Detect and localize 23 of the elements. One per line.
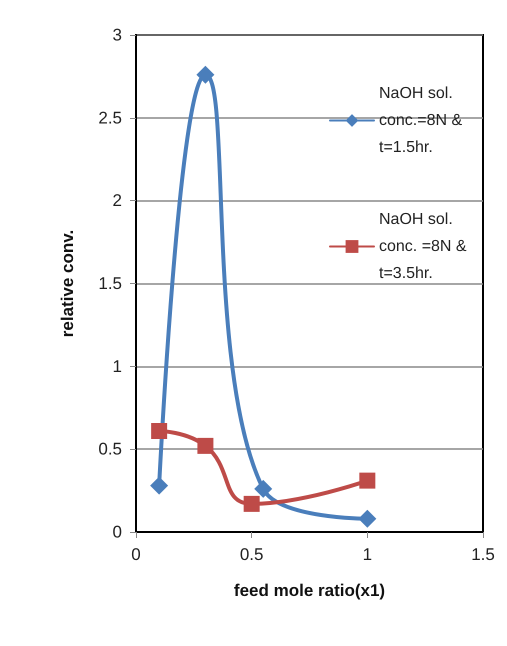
- x-tick-label: 0: [131, 545, 141, 564]
- y-tick-label: 1: [112, 356, 122, 376]
- y-tick-label: 1.5: [98, 274, 122, 293]
- point: [254, 480, 272, 498]
- point: [150, 476, 168, 495]
- point: [197, 438, 214, 454]
- x-axis-title: feed mole ratio(x1): [234, 581, 386, 600]
- y-tick-label: 0.5: [98, 440, 122, 459]
- y-tick-label: 2: [112, 191, 122, 210]
- point: [244, 496, 260, 512]
- y-tick-label: 3: [112, 26, 122, 44]
- y-axis-title: relative conv.: [58, 230, 77, 338]
- x-tick-label: 1.5: [471, 545, 495, 564]
- y-tick-label: 0: [112, 522, 122, 542]
- point: [359, 472, 376, 489]
- legend-label: NaOH sol. conc.=8N & t=1.5hr.: [379, 85, 467, 156]
- x-tick-label: 0.5: [240, 545, 264, 564]
- x-tick-label: 1: [362, 545, 372, 564]
- legend-label: NaOH sol. conc. =8N & t=3.5hr.: [379, 211, 472, 282]
- point: [196, 66, 214, 84]
- point: [358, 510, 376, 528]
- y-tick-label: 2.5: [98, 108, 122, 128]
- point: [151, 422, 168, 439]
